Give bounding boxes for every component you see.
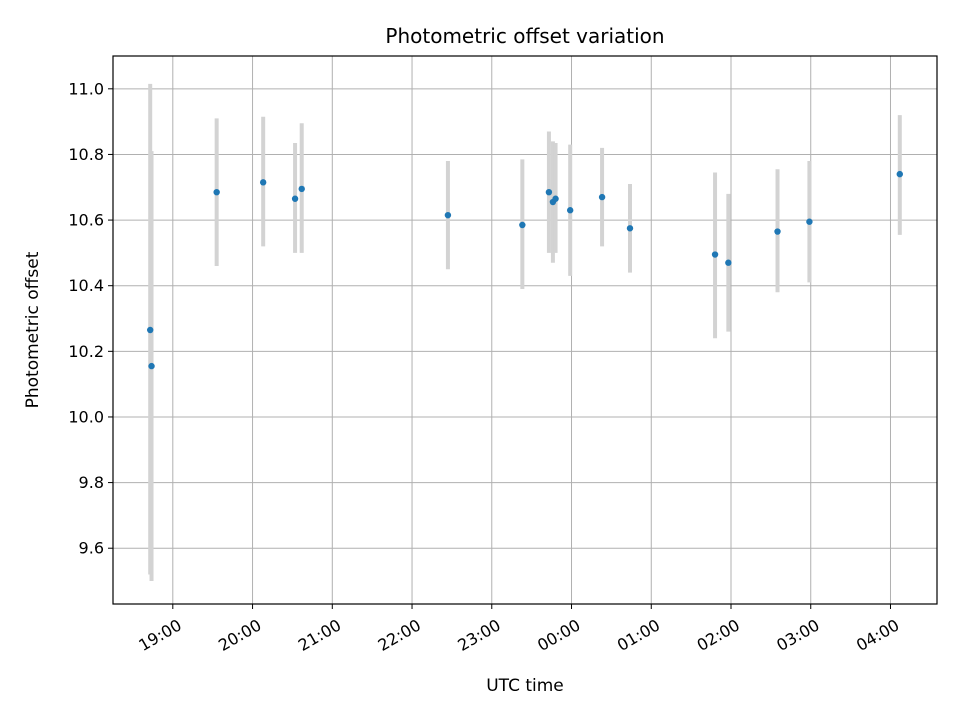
data-point: [259, 179, 267, 186]
x-tick-label: 20:00: [215, 615, 264, 655]
x-tick-label: 02:00: [694, 615, 743, 655]
data-point: [896, 170, 903, 178]
y-tick-label: 9.6: [79, 539, 104, 558]
data-point: [552, 195, 559, 202]
point-layer: [147, 170, 903, 370]
y-tick-label: 10.6: [68, 211, 104, 230]
data-point: [774, 228, 781, 235]
chart-title: Photometric offset variation: [385, 24, 664, 48]
tick-layer: 19:00 20:00 21:00 22:00 23:00 00:00 01:00 02:00…: [68, 79, 902, 655]
y-tick-label: 10.4: [68, 276, 104, 295]
y-tick-label: 10.2: [68, 342, 104, 361]
x-tick-label: 04:00: [853, 615, 902, 655]
grid-layer: [113, 56, 937, 604]
data-point: [213, 188, 220, 196]
x-tick-label: 01:00: [614, 615, 663, 655]
x-tick-label: 23:00: [454, 615, 503, 655]
y-tick-label: 10.8: [68, 145, 104, 164]
errorbar-layer: [148, 83, 902, 582]
data-point: [298, 185, 305, 193]
x-tick-label: 03:00: [773, 615, 822, 655]
data-point: [598, 193, 606, 201]
y-tick-label: 9.8: [79, 473, 104, 492]
data-point: [545, 188, 553, 196]
x-axis-label: UTC time: [486, 676, 564, 696]
data-point: [148, 362, 155, 370]
y-tick-label: 10.0: [68, 407, 104, 426]
x-tick-label: 19:00: [135, 615, 184, 655]
data-point: [626, 225, 634, 232]
data-point: [291, 195, 299, 202]
x-tick-label: 22:00: [375, 615, 424, 655]
x-tick-label: 21:00: [295, 615, 344, 655]
data-point: [806, 218, 813, 225]
data-point: [444, 211, 452, 219]
data-point: [725, 259, 732, 266]
y-tick-label: 11.0: [68, 79, 104, 98]
plot-frame: [112, 55, 938, 605]
data-point: [566, 207, 574, 214]
y-axis-label: Photometric offset: [23, 251, 43, 408]
data-point: [147, 326, 154, 334]
x-tick-label: 00:00: [534, 615, 583, 655]
data-point: [711, 251, 719, 258]
data-point: [519, 221, 526, 229]
